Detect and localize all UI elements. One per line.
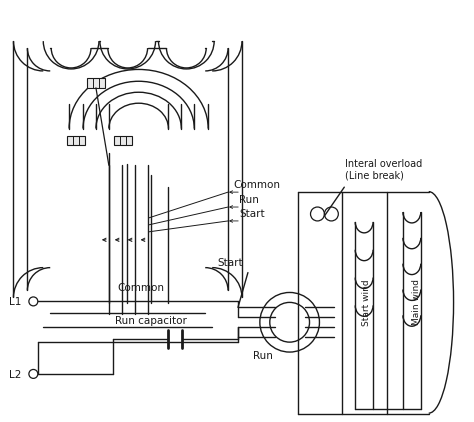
Text: L2: L2 [9, 370, 21, 380]
Text: Run: Run [239, 195, 259, 205]
Text: L1: L1 [9, 298, 21, 307]
Text: Main wind: Main wind [412, 279, 421, 325]
Text: Start: Start [239, 209, 264, 219]
Text: Start wind: Start wind [362, 279, 371, 326]
Text: Run capacitor: Run capacitor [115, 316, 186, 326]
Text: Common: Common [117, 284, 164, 293]
Bar [67, 135, 85, 146]
Text: Run: Run [253, 351, 273, 361]
Text: Common: Common [233, 180, 280, 190]
Bar [87, 78, 105, 88]
Bar [114, 135, 132, 146]
Text: Interal overload
(Line break): Interal overload (Line break) [345, 159, 422, 180]
Text: Start: Start [218, 257, 243, 268]
